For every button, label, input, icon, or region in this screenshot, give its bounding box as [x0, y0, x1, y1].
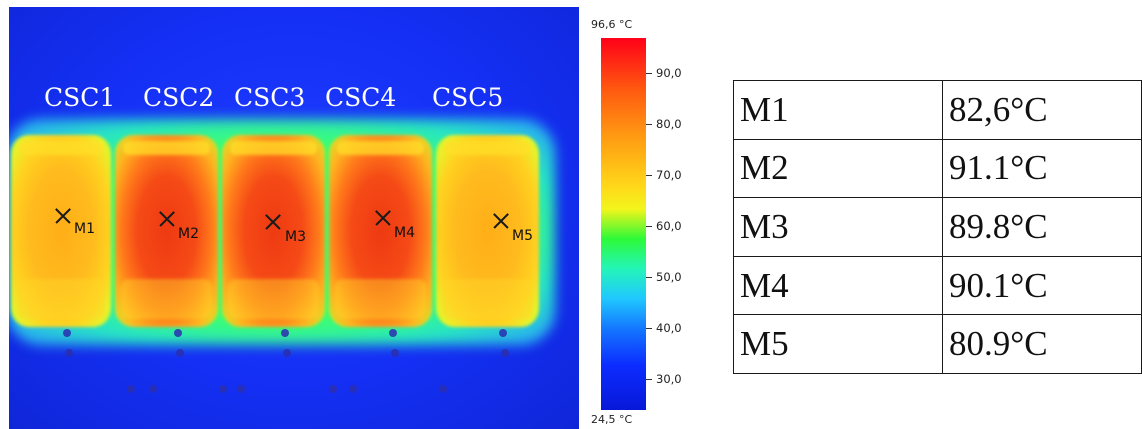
scale-tick	[646, 328, 652, 329]
marker-m1-icon	[55, 208, 71, 224]
scale-tick	[646, 175, 652, 176]
marker-label-m2: M2	[178, 226, 199, 242]
module-csc3	[222, 135, 325, 327]
marker-m4-icon	[375, 210, 391, 226]
table-row: M3 89.8°C	[733, 197, 1142, 257]
table-cell-temp: 89.8°C	[942, 197, 1142, 257]
marker-m3-icon	[265, 214, 281, 230]
csc-label-3: CSC3	[234, 83, 306, 112]
scale-tick	[646, 226, 652, 227]
table-cell-point: M4	[733, 255, 943, 316]
module-csc2	[115, 135, 218, 327]
scale-tick	[646, 379, 652, 380]
scale-tick-label: 70,0	[656, 168, 682, 182]
marker-label-m4: M4	[394, 225, 415, 241]
marker-label-m1: M1	[74, 221, 95, 237]
csc-label-4: CSC4	[325, 83, 397, 112]
scale-min-label: 24,5 °C	[591, 413, 633, 426]
color-scale-bar	[601, 38, 646, 410]
table-cell-point: M2	[733, 138, 943, 199]
csc-label-2: CSC2	[143, 83, 215, 112]
scale-tick-label: 40,0	[656, 321, 682, 335]
scale-tick	[646, 73, 652, 74]
scale-tick-label: 30,0	[656, 372, 682, 386]
marker-label-m3: M3	[285, 229, 306, 245]
scale-tick	[646, 277, 652, 278]
table-row: M4 90.1°C	[733, 255, 1142, 316]
scale-tick-label: 50,0	[656, 270, 682, 284]
table-cell-temp: 80.9°C	[942, 314, 1142, 374]
table-cell-temp: 82,6°C	[942, 80, 1142, 140]
temperature-table: M1 82,6°C M2 91.1°C M3 89.8°C M4 90.1°C …	[733, 80, 1142, 374]
scale-tick	[646, 124, 652, 125]
module-csc5	[436, 135, 539, 327]
module-csc4	[329, 135, 432, 327]
marker-label-m5: M5	[512, 228, 533, 244]
table-cell-point: M5	[733, 314, 943, 374]
table-row: M5 80.9°C	[733, 314, 1142, 374]
table-cell-temp: 90.1°C	[942, 255, 1142, 316]
csc-label-1: CSC1	[44, 83, 116, 112]
table-cell-point: M1	[733, 80, 943, 140]
csc-label-5: CSC5	[432, 83, 504, 112]
table-cell-temp: 91.1°C	[942, 138, 1142, 199]
module-csc1	[11, 135, 111, 327]
thermal-image: CSC1 CSC2 CSC3 CSC4 CSC5 M1 M2 M3 M4 M5	[9, 7, 579, 429]
table-cell-point: M3	[733, 197, 943, 257]
table-row: M1 82,6°C	[733, 80, 1142, 140]
board-dots	[59, 327, 539, 422]
scale-tick-label: 60,0	[656, 219, 682, 233]
scale-max-label: 96,6 °C	[591, 18, 633, 31]
scale-tick-label: 80,0	[656, 117, 682, 131]
marker-m2-icon	[159, 211, 175, 227]
marker-m5-icon	[493, 213, 509, 229]
scale-tick-label: 90,0	[656, 66, 682, 80]
table-row: M2 91.1°C	[733, 138, 1142, 199]
